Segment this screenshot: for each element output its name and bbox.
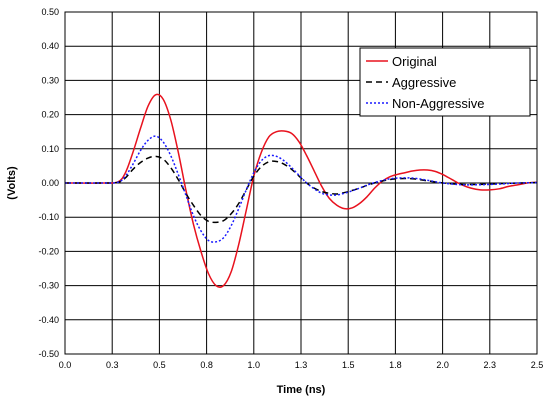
x-tick-label: 0.0 — [59, 360, 72, 370]
x-tick-label: 0.5 — [153, 360, 166, 370]
x-axis-title: Time (ns) — [277, 384, 326, 396]
x-tick-label: 2.0 — [436, 360, 449, 370]
x-tick-label: 1.0 — [248, 360, 261, 370]
x-tick-label: 1.5 — [342, 360, 355, 370]
y-tick-label: 0.40 — [41, 41, 59, 51]
x-tick-label: 0.8 — [200, 360, 213, 370]
y-tick-label: -0.50 — [38, 349, 59, 359]
y-tick-label: -0.10 — [38, 212, 59, 222]
y-tick-label: -0.20 — [38, 246, 59, 256]
y-tick-label: 0.30 — [41, 75, 59, 85]
y-tick-label: 0.20 — [41, 110, 59, 120]
plot-frame — [64, 11, 538, 355]
x-tick-label: 1.3 — [295, 360, 308, 370]
legend-label-aggressive: Aggressive — [392, 75, 456, 90]
y-axis-title: (Volts) — [6, 166, 18, 200]
series-line-aggressive — [64, 155, 538, 224]
y-tick-label: 0.50 — [41, 7, 59, 17]
x-tick-label: 0.3 — [106, 360, 119, 370]
x-tick-label: 2.3 — [484, 360, 497, 370]
y-tick-label: -0.30 — [38, 281, 59, 291]
y-tick-label: -0.40 — [38, 315, 59, 325]
series-line-non-aggressive — [64, 135, 538, 243]
legend-box — [359, 47, 531, 117]
y-tick-labels: 0.50 0.40 0.30 0.20 0.10 0.00 -0.10 -0.20 -0.30 -… — [38, 7, 59, 359]
series-layer — [64, 93, 538, 288]
x-tick-label: 1.8 — [389, 360, 402, 370]
x-tick-label: 2.5 — [531, 360, 544, 370]
y-tick-label: 0.10 — [41, 144, 59, 154]
series-line-original — [64, 93, 538, 288]
legend-label-original: Original — [392, 54, 437, 69]
x-tick-labels: 0.0 0.3 0.5 0.8 1.0 1.3 1.5 1.8 2.0 2.3 2.5 — [59, 360, 544, 370]
legend: Original Aggressive Non-Aggressive — [359, 47, 531, 117]
legend-label-non-aggressive: Non-Aggressive — [392, 96, 485, 111]
y-tick-label: 0.00 — [41, 178, 59, 188]
